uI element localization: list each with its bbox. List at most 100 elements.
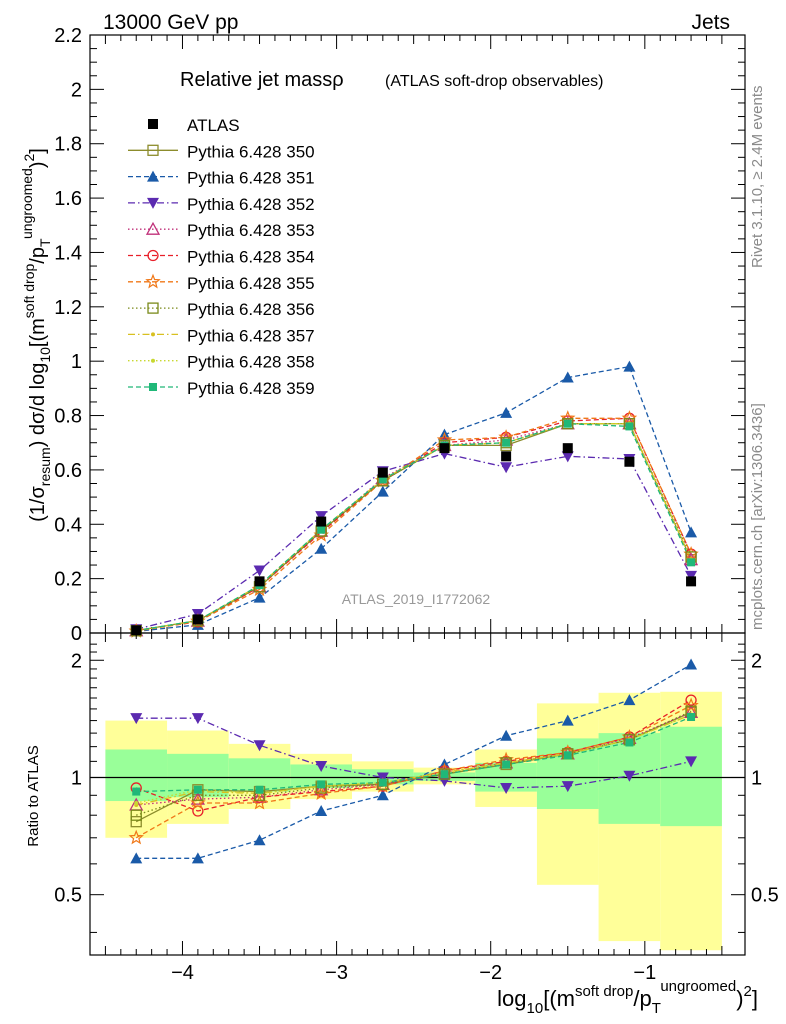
y-tick-label: 1.8 — [54, 134, 82, 156]
legend-marker — [145, 221, 161, 235]
ratio-series-point — [378, 778, 387, 787]
x-tick-label: −2 — [479, 962, 502, 984]
series-point — [378, 475, 387, 484]
header-process-label: Jets — [691, 11, 730, 34]
legend-marker — [145, 273, 161, 289]
series-point — [623, 360, 636, 372]
ratio-series-point — [130, 816, 142, 828]
ratio-plot-area: 0.5 0.5 1 1 2 2 −4 −3 −2 −1 — [54, 632, 779, 984]
ratio-series-line — [135, 705, 692, 839]
y-tick-label: 0 — [71, 623, 82, 645]
series-point — [561, 371, 574, 383]
ratio-series-point — [685, 756, 698, 768]
x-tick-label: −4 — [171, 962, 194, 984]
series-point — [561, 451, 574, 463]
ratio-series-point — [563, 751, 572, 760]
series-point — [562, 418, 574, 430]
y-tick-label: 2 — [71, 79, 82, 101]
ratio-series-point — [130, 852, 143, 864]
ratio-series-point — [623, 770, 636, 782]
ratio-series-point — [561, 781, 574, 793]
legend-label: Pythia 6.428 354 — [187, 248, 315, 267]
ratio-series-point — [440, 770, 449, 779]
ratio-series-point — [255, 785, 264, 794]
ratio-series-point — [317, 780, 326, 789]
series-point — [317, 525, 326, 534]
svg-text:log10[(msoft drop/pTungroomed): log10[(msoft drop/pTungroomed)2] — [497, 978, 758, 1017]
ratio-series-point — [561, 714, 574, 726]
ratio-series-point — [134, 800, 139, 805]
ratio-y-tick-label: 1 — [751, 767, 762, 789]
legend-marker — [151, 358, 155, 363]
ratio-y-tick-label: 2 — [751, 650, 762, 672]
ratio-series-point — [193, 785, 202, 794]
ratio-series-point — [315, 761, 328, 773]
header-energy-label: 13000 GeV pp — [103, 11, 238, 34]
uncertainty-band-green — [536, 738, 599, 809]
ratio-y-axis-label: Ratio to ATLAS — [25, 745, 42, 846]
legend: ATLAS Pythia 6.428 350 Pythia 6.428 351 Pyt… — [128, 116, 315, 398]
chart-title: Relative jet massρ — [180, 69, 344, 91]
main-panel: 0 0.2 0.4 0.6 0.8 1 1.2 1.4 1.6 1.8 2 2.2 Relative … — [19, 25, 746, 645]
data-point — [439, 443, 450, 454]
ratio-series-point — [683, 697, 699, 713]
y-tick-label: 2.2 — [54, 25, 82, 47]
ratio-frame — [89, 632, 746, 956]
y-tick-label: 0.2 — [54, 569, 82, 591]
y-tick-label: 0.6 — [54, 460, 82, 482]
ratio-series-point — [500, 729, 513, 741]
series-point — [253, 565, 266, 577]
y-tick-label: 0.8 — [54, 406, 82, 428]
legend-marker — [148, 119, 158, 129]
legend-marker — [151, 332, 155, 337]
ratio-y-tick-label: 1 — [71, 767, 82, 789]
ratio-series-point — [438, 768, 451, 780]
ratio-series-point — [130, 713, 143, 725]
series-line — [136, 423, 692, 632]
series-point — [500, 437, 512, 449]
main-plot-area: 0 0.2 0.4 0.6 0.8 1 1.2 1.4 1.6 1.8 2 2.2 — [54, 25, 746, 645]
legend-marker — [147, 302, 159, 314]
y-tick-label: 0.4 — [54, 514, 82, 536]
ratio-panel: 0.5 0.5 1 1 2 2 −4 −3 −2 −1 Ratio to ATLAS log10[… — [25, 632, 779, 1017]
series-point — [687, 558, 696, 567]
series-point — [500, 462, 513, 474]
series-point — [625, 422, 634, 431]
ratio-y-tick-label: 0.5 — [751, 885, 779, 907]
legend-marker — [147, 197, 159, 209]
data-point — [316, 516, 327, 527]
ratio-series-point — [315, 805, 328, 817]
y-tick-label: 1.2 — [54, 297, 82, 319]
ratio-series-point — [190, 791, 205, 805]
ratio-series-point — [500, 782, 513, 794]
chart-subtitle: (ATLAS soft-drop observables) — [385, 73, 603, 90]
data-point — [377, 467, 388, 478]
y-tick-label: 1.4 — [54, 242, 82, 264]
data-point — [501, 451, 512, 462]
ratio-series-point — [314, 782, 329, 796]
ratio-series-point — [130, 809, 142, 821]
series-point — [563, 419, 572, 428]
series-point — [376, 485, 389, 497]
legend-label: Pythia 6.428 351 — [187, 169, 315, 188]
svg-text:(1/σresum) dσ/d log10[(msoft d: (1/σresum) dσ/d log10[(msoft drop/pTungr… — [19, 148, 53, 522]
legend-marker — [147, 170, 159, 182]
legend-label: Pythia 6.428 353 — [187, 221, 315, 240]
legend-label: Pythia 6.428 352 — [187, 195, 315, 214]
legend-label: ATLAS — [187, 116, 240, 135]
data-point — [192, 614, 203, 625]
x-axis-label: log10[(msoft drop/pTungroomed)2] — [497, 978, 758, 1017]
data-point — [624, 456, 635, 467]
series-point — [315, 542, 328, 554]
ratio-series-point — [623, 694, 636, 706]
uncertainty-band-green — [660, 726, 722, 827]
data-point — [562, 443, 573, 454]
series-point — [253, 591, 266, 603]
series-point — [502, 438, 511, 447]
x-tick-label: −1 — [633, 962, 656, 984]
ratio-series-point — [502, 760, 511, 769]
legend-label: Pythia 6.428 357 — [187, 326, 315, 345]
legend-label: Pythia 6.428 356 — [187, 300, 315, 319]
ratio-series-point — [191, 852, 204, 864]
uncertainty-band-green — [290, 764, 352, 788]
